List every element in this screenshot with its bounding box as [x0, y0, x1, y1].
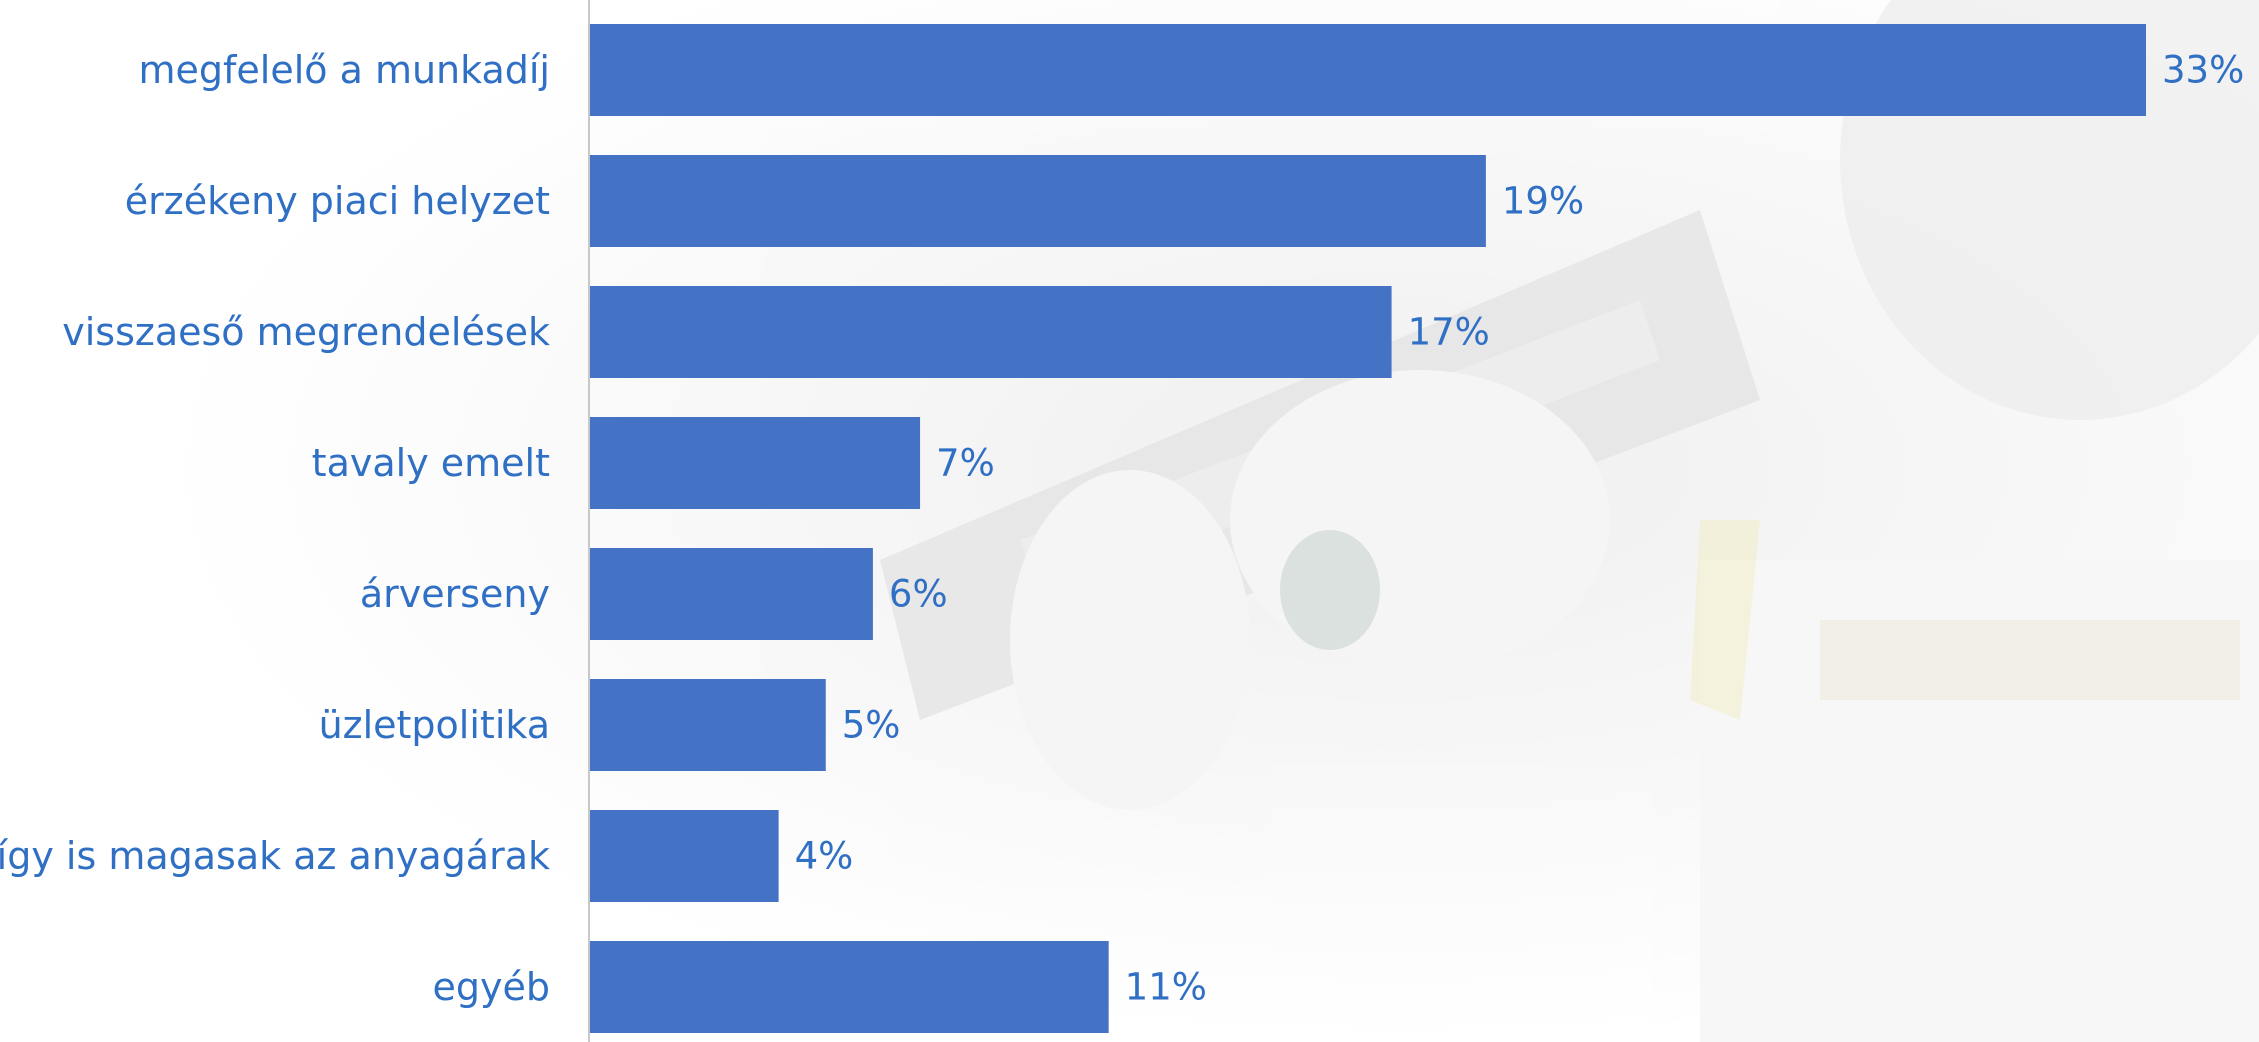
- category-label: érzékeny piaci helyzet: [125, 179, 550, 223]
- category-label: így is magasak az anyagárak: [0, 834, 550, 878]
- category-label: üzletpolitika: [319, 703, 550, 747]
- value-label: 5%: [842, 704, 901, 747]
- bar: [590, 679, 826, 771]
- category-labels-group: megfelelő a munkadíj érzékeny piaci helyz…: [0, 48, 550, 1009]
- category-label: megfelelő a munkadíj: [138, 48, 550, 92]
- value-label: 6%: [889, 573, 948, 616]
- bar: [590, 548, 873, 640]
- value-label: 17%: [1408, 311, 1490, 354]
- value-label: 33%: [2162, 49, 2244, 92]
- bar: [590, 24, 2146, 116]
- category-label: tavaly emelt: [312, 441, 550, 485]
- category-label: visszaeső megrendelések: [62, 310, 550, 354]
- value-label: 4%: [795, 835, 854, 878]
- bar: [590, 155, 1486, 247]
- category-label: árverseny: [360, 572, 550, 616]
- bars-group: [590, 24, 2146, 1033]
- category-label: egyéb: [433, 965, 551, 1009]
- value-labels-group: 33% 19% 17% 7% 6% 5% 4% 11%: [795, 49, 2245, 1009]
- value-label: 19%: [1502, 180, 1584, 223]
- bar: [590, 417, 921, 509]
- bar: [590, 941, 1109, 1033]
- bar: [590, 810, 779, 902]
- bar: [590, 286, 1392, 378]
- value-label: 11%: [1125, 966, 1207, 1009]
- value-label: 7%: [936, 442, 995, 485]
